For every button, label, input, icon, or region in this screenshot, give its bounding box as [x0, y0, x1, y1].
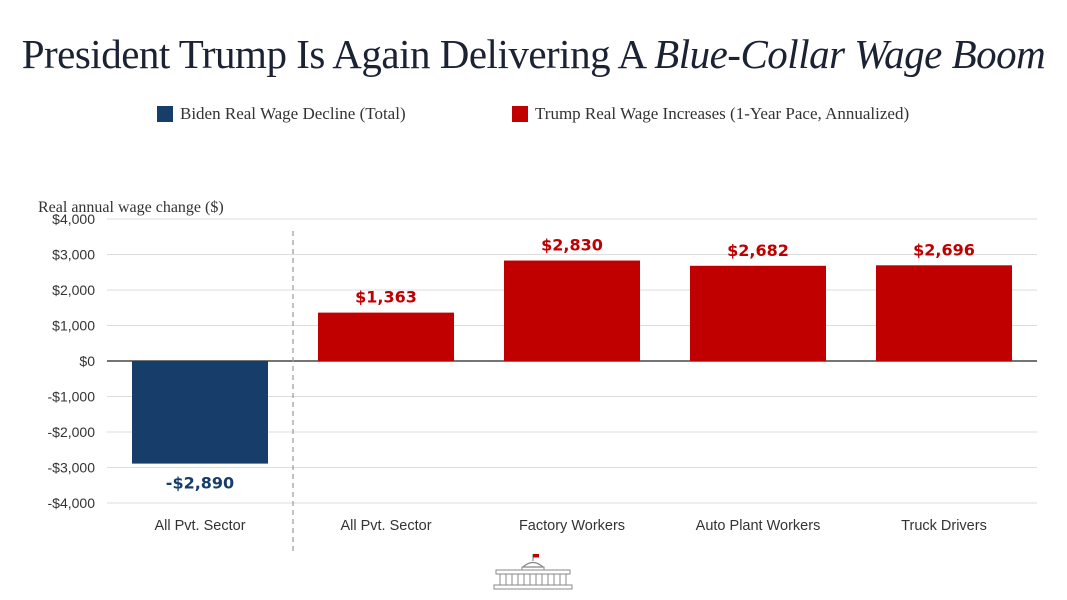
y-tick-label: $3,000 [52, 247, 95, 263]
bar [690, 265, 826, 361]
white-house-logo-icon [493, 554, 573, 590]
legend: Biden Real Wage Decline (Total) Trump Re… [0, 104, 1067, 128]
bar [876, 265, 1012, 361]
title-emphasis: Blue-Collar Wage Boom [654, 31, 1046, 77]
data-label: $1,363 [355, 288, 417, 307]
legend-swatch-trump [512, 106, 528, 122]
data-label: $2,682 [727, 241, 789, 260]
y-tick-label: $1,000 [52, 318, 95, 334]
x-tick-label: All Pvt. Sector [340, 518, 431, 534]
x-tick-label: Auto Plant Workers [696, 518, 821, 534]
legend-label-biden: Biden Real Wage Decline (Total) [180, 104, 406, 123]
data-label: -$2,890 [166, 474, 234, 493]
chart-title: President Trump Is Again Delivering A Bl… [0, 30, 1067, 78]
x-tick-label: All Pvt. Sector [154, 518, 245, 534]
legend-swatch-biden [157, 106, 173, 122]
x-tick-label: Factory Workers [519, 518, 625, 534]
data-label: $2,696 [913, 240, 975, 259]
y-tick-label: $2,000 [52, 282, 95, 298]
x-tick-label: Truck Drivers [901, 518, 987, 534]
y-tick-label: -$3,000 [48, 460, 96, 476]
data-label: $2,830 [541, 236, 603, 255]
y-tick-label: -$1,000 [48, 389, 96, 405]
y-tick-label: $4,000 [52, 211, 95, 227]
y-tick-label: -$4,000 [48, 495, 96, 511]
legend-item-trump: Trump Real Wage Increases (1-Year Pace, … [512, 104, 909, 124]
title-main: President Trump Is Again Delivering A [21, 31, 655, 77]
bar [504, 260, 640, 361]
y-tick-label: $0 [79, 353, 95, 369]
legend-item-biden: Biden Real Wage Decline (Total) [157, 104, 406, 124]
legend-label-trump: Trump Real Wage Increases (1-Year Pace, … [535, 104, 910, 123]
bar [132, 361, 268, 464]
bar [318, 312, 454, 361]
y-axis-title: Real annual wage change ($) [38, 199, 224, 216]
y-tick-label: -$2,000 [48, 424, 96, 440]
